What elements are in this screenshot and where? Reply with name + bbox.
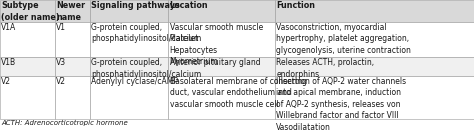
Bar	[55, 22, 90, 57]
Bar	[90, 76, 168, 119]
Bar	[55, 76, 90, 119]
Text: V3: V3	[56, 58, 66, 67]
Text: Insertion of AQP-2 water channels
into apical membrane, induction
of AQP-2 synth: Insertion of AQP-2 water channels into a…	[276, 77, 406, 132]
Bar	[0, 22, 55, 57]
Text: V2: V2	[56, 77, 66, 86]
Text: Basolateral membrane of collecting
duct, vascular endothelium and
vascular smoot: Basolateral membrane of collecting duct,…	[170, 77, 307, 109]
Bar	[0, 0, 55, 22]
Text: Anterior pituitary gland: Anterior pituitary gland	[170, 58, 260, 67]
Text: Subtype
(older name): Subtype (older name)	[1, 1, 60, 22]
Text: V1: V1	[56, 23, 66, 32]
Bar	[168, 0, 275, 22]
Text: Releases ACTH, prolactin,
endorphins: Releases ACTH, prolactin, endorphins	[276, 58, 374, 79]
Text: V2: V2	[1, 77, 11, 86]
Bar	[168, 22, 275, 57]
Bar	[275, 22, 474, 57]
Bar	[90, 22, 168, 57]
Text: Function: Function	[276, 1, 315, 10]
Text: V1A: V1A	[1, 23, 17, 32]
Text: G-protein coupled,
phosphatidylinositol/calcium: G-protein coupled, phosphatidylinositol/…	[91, 58, 202, 79]
Bar	[0, 76, 55, 119]
Bar	[168, 76, 275, 119]
Bar	[55, 57, 90, 76]
Text: Signaling pathways: Signaling pathways	[91, 1, 180, 10]
Text: Location: Location	[170, 1, 208, 10]
Bar	[90, 0, 168, 22]
Text: Vascular smooth muscle
Platelet
Hepatocytes
Myometrium: Vascular smooth muscle Platelet Hepatocy…	[170, 23, 263, 66]
Bar	[275, 57, 474, 76]
Text: G-protein coupled,
phosphatidylinositol/calcium: G-protein coupled, phosphatidylinositol/…	[91, 23, 202, 43]
Bar	[168, 57, 275, 76]
Bar	[275, 0, 474, 22]
Bar	[0, 57, 55, 76]
Bar	[275, 76, 474, 119]
Text: Vasoconstriction, myocardial
hypertrophy, platelet aggregation,
glycogenolysis, : Vasoconstriction, myocardial hypertrophy…	[276, 23, 411, 55]
Bar	[55, 0, 90, 22]
Text: Adenylyl cyclase/cAMP: Adenylyl cyclase/cAMP	[91, 77, 178, 86]
Text: V1B: V1B	[1, 58, 17, 67]
Text: ACTH: Adrenocorticotropic hormone: ACTH: Adrenocorticotropic hormone	[1, 120, 128, 126]
Text: Newer
name: Newer name	[56, 1, 85, 22]
Bar	[90, 57, 168, 76]
